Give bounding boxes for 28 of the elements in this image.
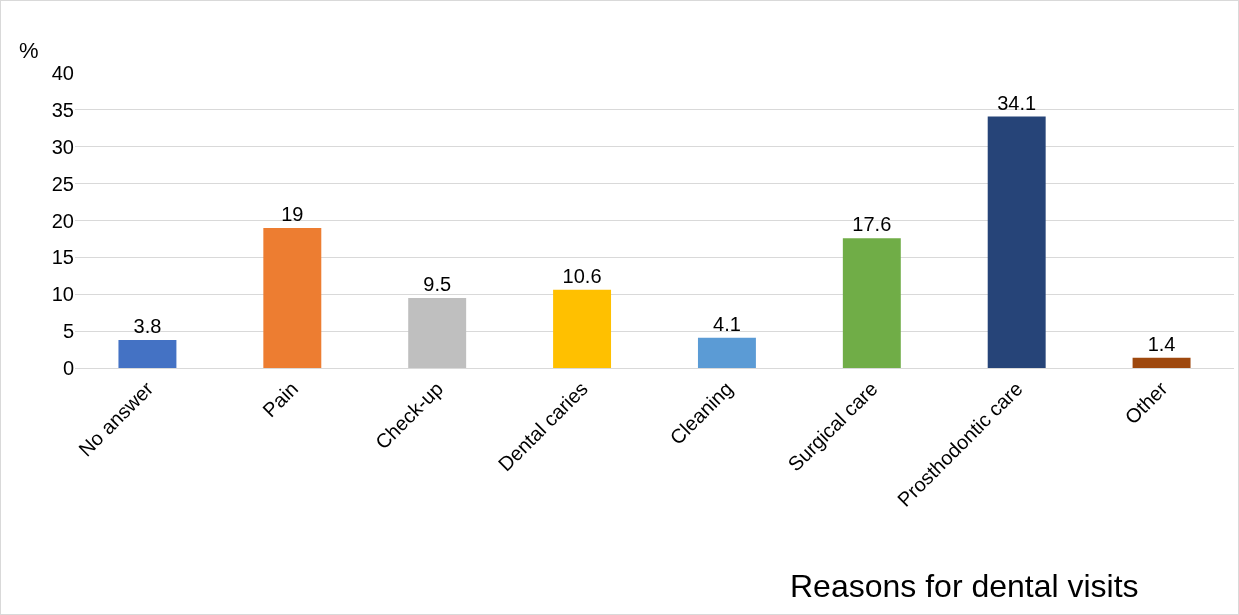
data-label: 34.1	[997, 91, 1037, 114]
data-label: 1.4	[1147, 332, 1176, 355]
bar	[697, 337, 756, 368]
y-tick-label: 15	[51, 246, 74, 269]
bar	[408, 297, 467, 368]
x-axis-title: Reasons for dental visits	[790, 568, 1139, 604]
bar	[987, 116, 1046, 368]
y-tick-label: 20	[51, 209, 74, 232]
bar	[118, 339, 177, 368]
y-tick-label: 25	[51, 172, 74, 195]
y-tick-label: 5	[62, 320, 74, 343]
data-label: 10.6	[562, 264, 602, 287]
x-tick-label: Pain	[258, 377, 303, 422]
bar	[1132, 357, 1191, 368]
data-label: 4.1	[713, 312, 741, 335]
data-label: 9.5	[423, 272, 452, 295]
data-label: 17.6	[852, 213, 892, 236]
bar	[263, 227, 322, 368]
bar	[842, 238, 901, 368]
y-tick-label: 40	[51, 62, 74, 84]
y-tick-label: 35	[51, 98, 74, 121]
data-label: 19	[281, 202, 304, 225]
bar	[553, 289, 612, 368]
data-label: 3.8	[133, 314, 162, 337]
y-tick-label: 0	[62, 357, 74, 379]
y-tick-label: 10	[51, 283, 74, 306]
y-axis-title: %	[19, 38, 39, 63]
y-tick-label: 30	[51, 135, 74, 158]
